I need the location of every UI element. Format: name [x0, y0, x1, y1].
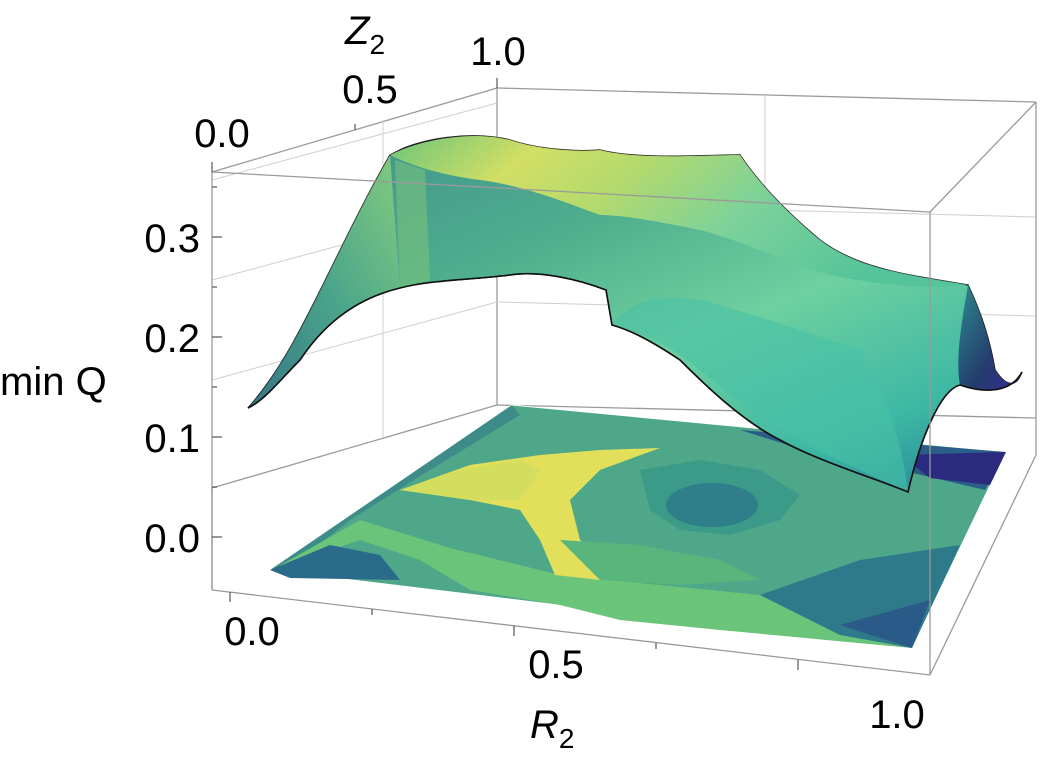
- contour-floor: [268, 404, 1007, 649]
- x-axis-title-sub: 2: [559, 723, 575, 754]
- x-tick-labels: 0.0 0.5 1.0: [224, 610, 925, 737]
- z-tick-label: 0.0: [144, 517, 200, 561]
- tick-marks: [211, 78, 799, 670]
- y-axis-title-sub: 2: [369, 29, 385, 60]
- y-tick-label: 0.5: [342, 68, 398, 112]
- x-axis-title: R2: [530, 703, 574, 754]
- x-axis-title-main: R: [530, 703, 559, 747]
- box-front-edges: [211, 101, 1037, 676]
- z-tick-labels: 0.0 0.1 0.2 0.3: [144, 217, 200, 561]
- z-tick-label: 0.1: [144, 417, 200, 461]
- y-tick-labels: 0.0 0.5 1.0: [194, 30, 526, 156]
- z-tick-label: 0.3: [144, 217, 200, 261]
- y-axis-title: Z2: [344, 9, 385, 60]
- y-tick-label: 0.0: [194, 112, 250, 156]
- x-tick-label: 1.0: [869, 693, 925, 737]
- z-tick-label: 0.2: [144, 317, 200, 361]
- z-axis-title: min Q: [0, 360, 107, 404]
- y-axis-title-main: Z: [344, 9, 371, 53]
- x-tick-label: 0.5: [528, 643, 584, 687]
- y-tick-label: 1.0: [470, 30, 526, 74]
- surface: [247, 135, 1023, 494]
- x-tick-label: 0.0: [224, 610, 280, 654]
